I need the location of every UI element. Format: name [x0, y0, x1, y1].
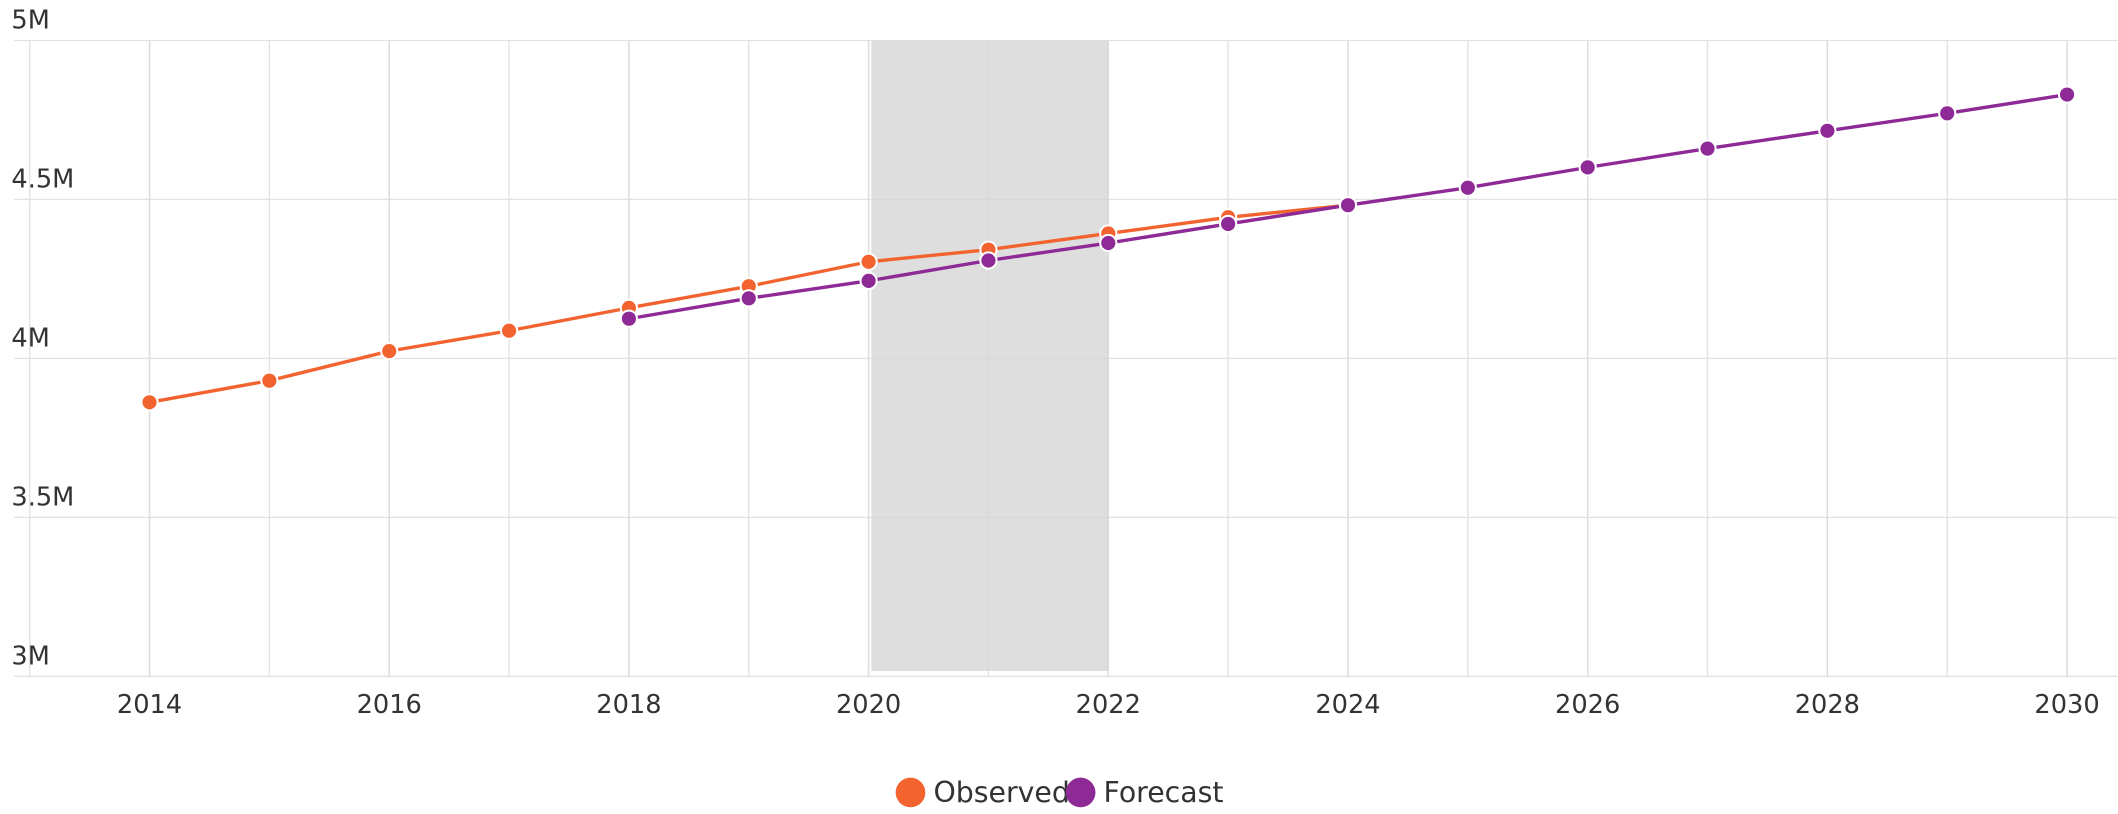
y-tick-label: 4.5M [11, 165, 74, 195]
legend-marker [1065, 777, 1096, 808]
data-point [739, 289, 758, 308]
x-tick-label: 2028 [1795, 690, 1860, 720]
data-point [619, 309, 639, 328]
data-point [1818, 121, 1837, 140]
x-tick-label: 2020 [836, 690, 901, 720]
y-tick-label: 3M [11, 641, 49, 671]
data-point [499, 321, 519, 340]
x-tick-label: 2024 [1315, 690, 1380, 720]
y-tick-label: 4M [11, 324, 49, 354]
data-point [1938, 104, 1957, 123]
data-point [260, 371, 279, 390]
data-point [2057, 85, 2077, 104]
x-tick-label: 2016 [357, 690, 422, 720]
data-point [1578, 158, 1597, 177]
data-point [1458, 178, 1477, 197]
data-point [380, 342, 399, 361]
x-tick-label: 2022 [1076, 690, 1141, 720]
data-point [859, 271, 878, 290]
x-tick-label: 2026 [1555, 690, 1620, 720]
data-point [859, 252, 878, 271]
data-point [1338, 196, 1358, 215]
y-tick-label: 3.5M [11, 482, 74, 512]
shaded-range [871, 40, 1109, 671]
data-point [1219, 214, 1238, 234]
data-point [1099, 233, 1118, 253]
legend-label: Observed [933, 776, 1069, 809]
x-tick-label: 2018 [596, 690, 661, 720]
data-point [979, 251, 998, 270]
x-tick-label: 2014 [117, 690, 182, 720]
data-point [140, 393, 159, 412]
legend-label: Forecast [1104, 776, 1224, 809]
data-point [1698, 139, 1717, 158]
x-tick-label: 2030 [2034, 690, 2099, 720]
y-tick-label: 5M [11, 6, 49, 36]
legend-marker [895, 777, 926, 808]
